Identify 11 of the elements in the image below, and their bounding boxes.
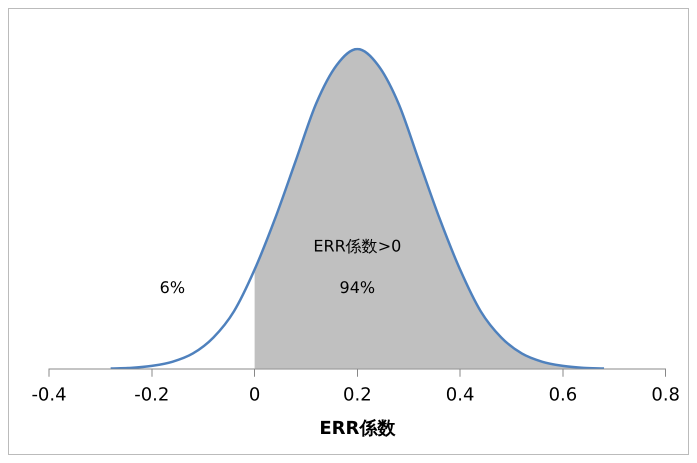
x-tick-label: -0.4 <box>31 384 67 406</box>
x-tick-label: 0.6 <box>548 384 578 406</box>
x-tick-label: 0 <box>248 384 260 406</box>
annotation: ERR係数>0 <box>313 236 402 256</box>
x-tick-label: 0.4 <box>446 384 474 406</box>
annotation: 6% <box>160 278 186 298</box>
x-tick-label: 0.8 <box>651 384 680 406</box>
annotation: 94% <box>340 278 376 298</box>
x-axis-title: ERR係数 <box>319 418 396 439</box>
x-tick-label: -0.2 <box>134 384 170 406</box>
x-tick-label: 0.2 <box>343 384 372 406</box>
